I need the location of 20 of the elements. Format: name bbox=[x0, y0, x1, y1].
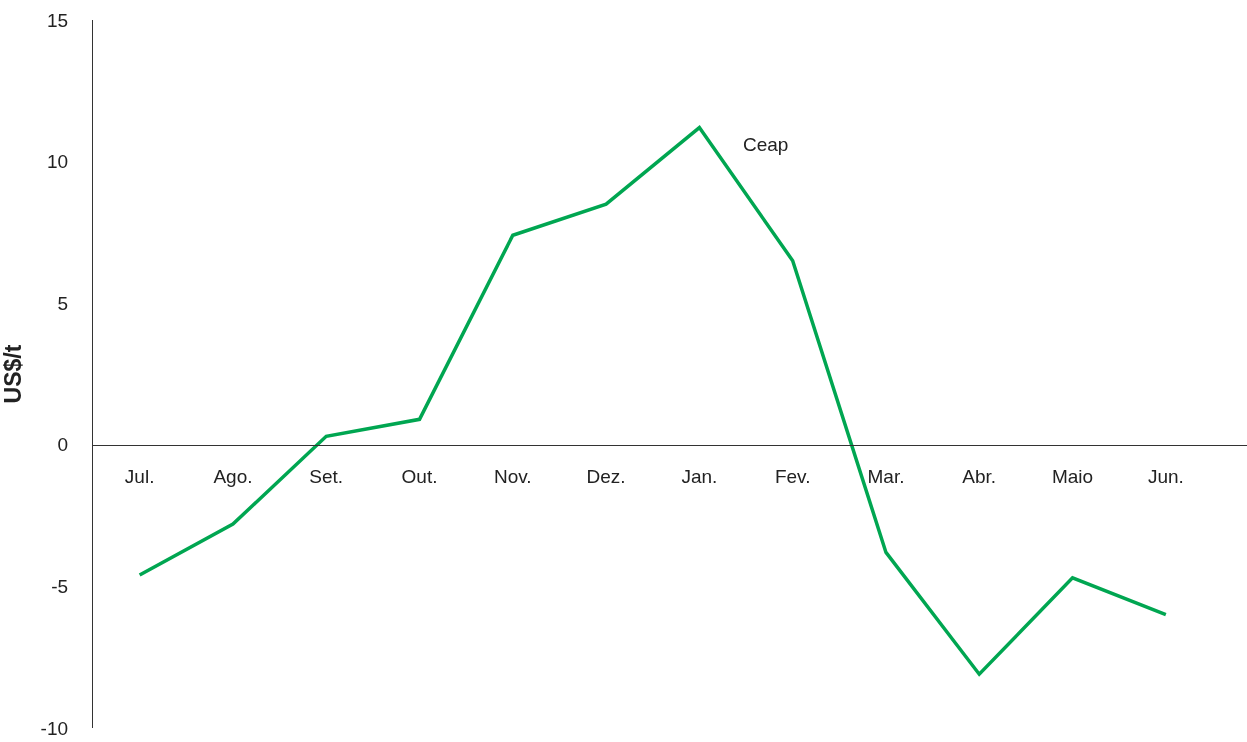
x-tick-label: Dez. bbox=[586, 465, 626, 487]
x-tick-label: Nov. bbox=[493, 465, 532, 487]
x-tick-label: Jan. bbox=[681, 465, 718, 487]
x-tick-label: Maio bbox=[1051, 465, 1094, 487]
y-tick-label: 5 bbox=[57, 292, 69, 314]
y-axis-title: US$/t bbox=[0, 344, 26, 404]
x-tick-label: Out. bbox=[401, 465, 438, 487]
x-tick-label: Fev. bbox=[774, 465, 811, 487]
x-tick-label: Abr. bbox=[962, 465, 997, 487]
y-tick-label: 10 bbox=[46, 151, 69, 173]
x-tick-label: Set. bbox=[309, 465, 344, 487]
x-tick-label: Jul. bbox=[124, 465, 155, 487]
x-tick-label: Jun. bbox=[1147, 465, 1184, 487]
x-tick-label: Mar. bbox=[867, 465, 905, 487]
y-tick-label: 15 bbox=[46, 9, 69, 31]
y-tick-label: 0 bbox=[57, 434, 69, 456]
series-label: Ceap bbox=[743, 134, 789, 155]
y-tick-label: -5 bbox=[51, 576, 69, 598]
x-tick-label: Ago. bbox=[213, 465, 253, 487]
y-tick-label: -10 bbox=[40, 717, 69, 739]
